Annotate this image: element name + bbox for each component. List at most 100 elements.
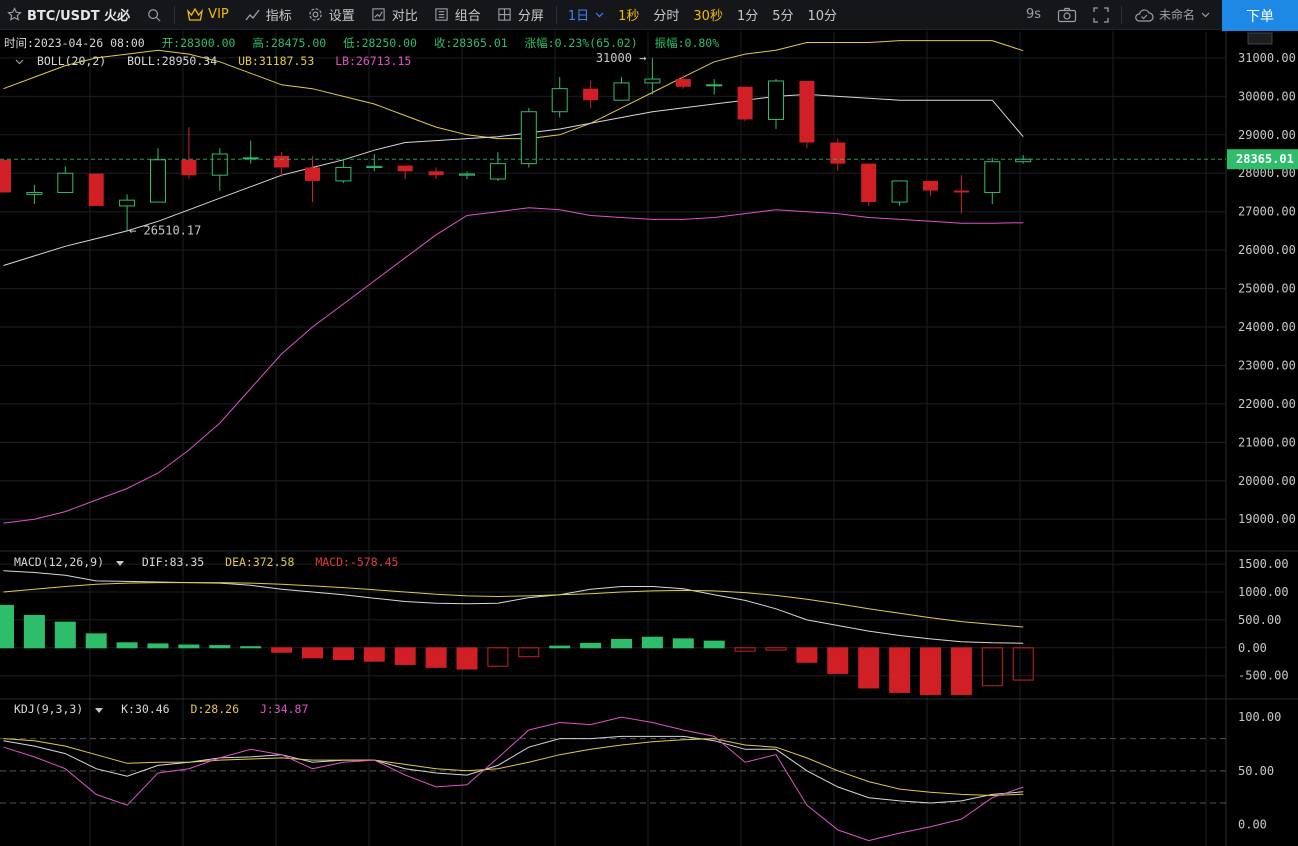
price-tick-label: 21000.00 — [1238, 435, 1296, 449]
chevron-down-icon[interactable] — [14, 54, 24, 70]
kdj-k-line — [3, 735, 1024, 804]
macd-histogram-bar — [332, 647, 354, 661]
macd-histogram-bar — [302, 647, 323, 659]
candle-body — [551, 88, 568, 113]
macd-histogram-bar — [271, 647, 293, 653]
boll-upper-band-line — [3, 40, 1024, 140]
macd-tick-label: 0.00 — [1238, 641, 1267, 655]
combine-icon — [434, 7, 450, 23]
candle — [366, 154, 383, 172]
candle-body — [274, 155, 290, 168]
symbol-search-button[interactable] — [138, 0, 170, 29]
indicators-button[interactable]: 指标 — [237, 0, 300, 29]
vip-label: VIP — [208, 7, 229, 22]
candle — [520, 107, 537, 168]
macd-dea-value: DEA:372.58 — [225, 555, 295, 569]
symbol-selector[interactable]: BTC/USDT 火必 — [0, 0, 138, 29]
boll-legend[interactable]: BOLL(20,2) BOLL:28950.34 UB:31187.53 LB:… — [14, 54, 425, 70]
candle — [891, 180, 908, 206]
candle — [119, 194, 136, 231]
candle — [644, 57, 661, 95]
interval-1d[interactable]: 1日 — [561, 0, 611, 29]
candle-body — [799, 80, 815, 143]
price-tick-label: 19000.00 — [1238, 512, 1296, 526]
macd-histogram-bar — [54, 621, 76, 649]
place-order-button[interactable]: 下单 — [1222, 0, 1298, 31]
candle-body — [88, 173, 104, 206]
macd-histogram-bar — [734, 647, 756, 652]
macd-histogram-bar — [209, 645, 231, 649]
compare-button[interactable]: 对比 — [363, 0, 426, 29]
star-icon[interactable] — [6, 7, 22, 23]
macd-name: MACD(12,26,9) — [14, 555, 105, 569]
macd-tick-label: -500.00 — [1238, 669, 1289, 683]
settings-button[interactable]: 设置 — [300, 0, 363, 29]
candle-body — [459, 173, 475, 176]
candle — [583, 80, 599, 108]
interval-30s[interactable]: 30秒 — [686, 0, 730, 29]
ohlc-high: 高:28475.00 — [252, 36, 327, 50]
toolbar-divider — [555, 5, 557, 24]
price-tick-label: 27000.00 — [1238, 205, 1296, 219]
macd-histogram-bar — [827, 647, 849, 674]
indicators-label: 指标 — [265, 9, 292, 24]
macd-histogram-bar — [116, 642, 138, 649]
candle — [551, 77, 568, 118]
toolbar-divider — [174, 5, 176, 24]
caret-down-icon[interactable] — [94, 703, 104, 719]
price-tick-label: 22000.00 — [1238, 397, 1296, 411]
candle — [830, 138, 846, 172]
countdown-label: 9s — [1025, 7, 1041, 22]
boll-middle-band-line — [3, 93, 1024, 266]
kdj-d-value: D:28.26 — [190, 702, 239, 716]
ohlc-time: 时间:2023-04-26 08:00 — [4, 36, 145, 50]
countdown: 9s — [1018, 0, 1049, 29]
crown-icon — [187, 7, 204, 23]
candle-body — [57, 172, 74, 193]
macd-histogram-bar — [0, 604, 14, 649]
macd-histogram-bar — [394, 647, 416, 666]
vip-button[interactable]: VIP — [179, 0, 237, 29]
interval-1s[interactable]: 1秒 — [611, 0, 646, 29]
macd-histogram-bar — [920, 647, 941, 696]
caret-down-icon[interactable] — [115, 556, 125, 572]
candle — [88, 173, 104, 206]
low-price-annotation: ← 26510.17 — [129, 224, 201, 238]
layout-save-button[interactable]: 未命名 — [1126, 0, 1218, 29]
kdj-legend[interactable]: KDJ(9,3,3) K:30.46 D:28.26 J:34.87 — [14, 702, 322, 719]
interval-1m[interactable]: 1分 — [730, 0, 765, 29]
gear-icon — [308, 7, 324, 23]
macd-histogram-bar — [703, 640, 725, 649]
interval-5m[interactable]: 5分 — [765, 0, 800, 29]
interval-timeshare[interactable]: 分时 — [646, 0, 686, 29]
last-price-tag-label: 28365.01 — [1236, 152, 1294, 166]
macd-histogram-bar — [950, 647, 972, 696]
macd-dea-line — [3, 582, 1024, 628]
candle — [211, 148, 228, 191]
camera-icon — [1057, 7, 1077, 23]
macd-histogram-bar — [889, 647, 911, 693]
price-tick-label: 20000.00 — [1238, 474, 1296, 488]
candle-body — [675, 79, 691, 87]
interval-10m[interactable]: 10分 — [801, 0, 845, 29]
ohlc-close: 收:28365.01 — [433, 36, 508, 50]
split-screen-button[interactable]: 分屏 — [489, 0, 552, 29]
screenshot-button[interactable] — [1049, 0, 1085, 29]
macd-histogram-bar — [85, 633, 107, 649]
candle — [274, 152, 290, 178]
candle-body — [211, 153, 228, 176]
candle — [799, 80, 815, 149]
candle — [953, 175, 969, 214]
interval-1d-label: 1日 — [567, 9, 590, 24]
fullscreen-button[interactable] — [1085, 0, 1117, 29]
candle — [861, 163, 877, 206]
combine-button[interactable]: 组合 — [426, 0, 489, 29]
macd-histogram-bar — [23, 614, 45, 649]
candle-body — [923, 180, 938, 191]
candle — [675, 75, 691, 89]
candle — [150, 148, 166, 203]
macd-legend[interactable]: MACD(12,26,9) DIF:83.35 DEA:372.58 MACD:… — [14, 555, 412, 572]
candle-body — [891, 180, 908, 203]
ohlc-low: 低:28250.00 — [343, 36, 417, 50]
